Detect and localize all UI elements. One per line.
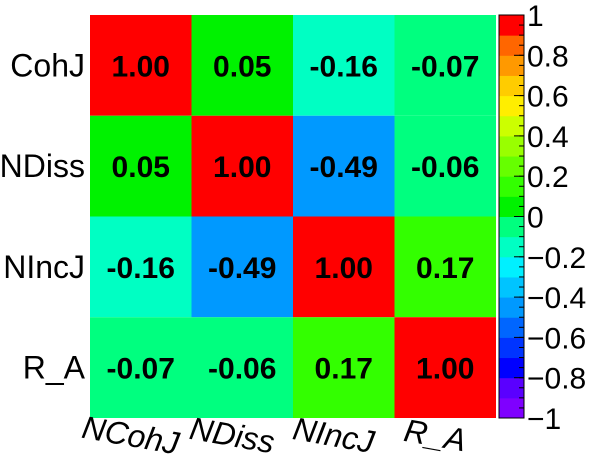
colorbar-band [499,236,524,258]
heatmap-cell [293,317,395,418]
colorbar-band [499,156,524,177]
colorbar-tick-label: 0.6 [527,81,569,114]
colorbar-band [499,357,524,379]
heatmap-cell-value: 0.17 [315,353,373,386]
heatmap-cell-value: 0.05 [112,151,170,184]
colorbar-tick-label: 0.8 [527,40,569,73]
colorbar-band [499,297,524,318]
colorbar-band [499,317,524,338]
colorbar-tick-label: −0.4 [527,282,586,315]
heatmap-cell-labels: 1.00 0.05 -0.16 -0.07 0.05 1.00 -0.49 -0.06 -0.1… [107,50,480,385]
colorbar-tick-label: −0.8 [527,363,586,396]
heatmap-cell-value: 0.17 [416,252,474,285]
x-axis-tick-label: R_A [401,412,469,458]
heatmap-cell [293,115,395,217]
heatmap-cell-value: 1.00 [315,252,373,285]
heatmap-cell-value: 1.00 [213,151,271,184]
colorbar-tick-label: 1 [527,0,544,33]
heatmap-cells [90,15,496,418]
heatmap-cell-value: -0.07 [107,353,175,386]
colorbar [498,14,525,419]
colorbar-band [499,196,524,217]
heatmap-cell-value: -0.07 [411,50,479,83]
heatmap-cell [394,317,496,418]
heatmap-cell-value: 0.05 [213,50,271,83]
colorbar-band [499,276,524,298]
colorbar-band [499,216,524,238]
colorbar-tick-label: −1 [527,403,561,436]
colorbar-band [499,377,524,399]
colorbar-tick-label: 0 [527,202,544,235]
colorbar-band [499,256,524,278]
colorbar-band [499,176,524,197]
heatmap-cell [394,115,496,217]
colorbar-band [499,15,524,36]
colorbar-band [499,135,524,157]
heatmap-cell-value: -0.49 [208,252,276,285]
heatmap-cell [191,317,293,418]
y-axis-tick-label: CohJ [10,47,85,83]
colorbar-band [499,337,524,359]
y-axis-tick-labels: CohJ NDiss NIncJ R_A [0,47,86,385]
heatmap-cell [394,15,496,116]
heatmap-cell [191,15,293,116]
y-axis-tick-label: NDiss [0,148,85,184]
colorbar-band [499,95,524,117]
heatmap-cell-value: -0.49 [310,151,378,184]
heatmap-cell [90,317,192,418]
heatmap-cell [191,115,293,217]
colorbar-tick-label: 0.4 [527,121,569,154]
colorbar-tick-label: −0.6 [527,322,586,355]
colorbar-tick-label: 0.2 [527,161,569,194]
heatmap-cell [90,216,192,318]
heatmap-cell [394,216,496,318]
heatmap-cell-value: -0.06 [411,151,479,184]
heatmap-cell-value: -0.16 [107,252,175,285]
colorbar-band [499,397,524,419]
colorbar-band [499,115,524,137]
heatmap-cell-value: -0.16 [310,50,378,83]
colorbar-band [499,35,524,56]
colorbar-band [499,75,524,97]
colorbar-tick-labels: 1 0.8 0.6 0.4 0.2 0 −0.2 −0.4 −0.6 −0.8 −1 [527,0,586,436]
heatmap-cell-value: 1.00 [416,353,474,386]
heatmap-cell [90,115,192,217]
heatmap-cell [191,216,293,318]
heatmap-cell-value: 1.00 [112,50,170,83]
heatmap-cell [293,15,395,116]
y-axis-tick-label: R_A [23,350,86,386]
y-axis-tick-label: NIncJ [3,249,85,285]
heatmap-cell [90,15,192,116]
heatmap-cell-value: -0.06 [208,353,276,386]
colorbar-tick-label: −0.2 [527,242,586,275]
colorbar-band [499,55,524,76]
heatmap-cell [293,216,395,318]
